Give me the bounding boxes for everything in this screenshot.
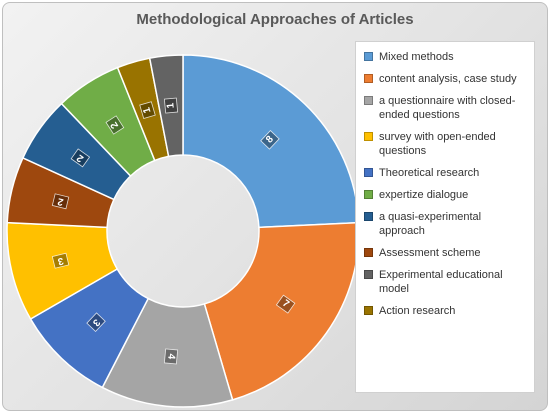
legend-label: Theoretical research bbox=[379, 167, 480, 179]
legend-label: Experimental educational model bbox=[379, 269, 503, 295]
legend-item-4: Theoretical research bbox=[364, 166, 528, 180]
data-label-1: 7 bbox=[275, 294, 296, 314]
legend-label: Action research bbox=[379, 305, 456, 317]
legend-swatch bbox=[364, 168, 373, 177]
legend-label: Assessment scheme bbox=[379, 247, 481, 259]
legend-swatch bbox=[364, 74, 373, 83]
svg-text:1: 1 bbox=[141, 105, 153, 114]
legend-label: Mixed methods bbox=[379, 51, 454, 63]
legend-label: content analysis, case study bbox=[379, 73, 517, 85]
data-label-3: 3 bbox=[86, 312, 106, 332]
legend-swatch bbox=[364, 132, 373, 141]
data-label-9: 1 bbox=[163, 97, 179, 114]
legend-swatch bbox=[364, 190, 373, 199]
legend-item-7: Assessment scheme bbox=[364, 246, 528, 260]
data-label-2: 4 bbox=[163, 348, 179, 365]
chart-title: Methodological Approaches of Articles bbox=[136, 11, 414, 28]
donut-chart: 8 7 4 3 3 2 2 2 1 1 bbox=[6, 54, 360, 408]
svg-text:1: 1 bbox=[165, 102, 177, 109]
legend-label: a quasi-experimental approach bbox=[379, 211, 482, 237]
legend-item-5: expertize dialogue bbox=[364, 188, 528, 202]
legend-item-0: Mixed methods bbox=[364, 50, 528, 64]
legend-item-9: Action research bbox=[364, 304, 528, 318]
legend-swatch bbox=[364, 248, 373, 257]
svg-text:2: 2 bbox=[75, 152, 86, 164]
legend-swatch bbox=[364, 96, 373, 105]
legend-item-8: Experimental educational model bbox=[364, 268, 528, 296]
legend-item-2: a questionnaire with closed-ended questi… bbox=[364, 94, 528, 122]
legend-item-1: content analysis, case study bbox=[364, 72, 528, 86]
svg-text:7: 7 bbox=[280, 298, 291, 310]
data-label-8: 1 bbox=[139, 101, 156, 120]
data-label-7: 2 bbox=[105, 115, 125, 135]
donut-slice-9 bbox=[148, 54, 184, 158]
donut-slice-1 bbox=[203, 221, 360, 401]
data-label-6: 2 bbox=[70, 148, 91, 168]
data-label-5: 2 bbox=[51, 193, 70, 210]
svg-text:8: 8 bbox=[264, 134, 276, 146]
data-label-4: 3 bbox=[51, 252, 70, 269]
legend-swatch bbox=[364, 306, 373, 315]
legend-swatch bbox=[364, 52, 373, 61]
legend-item-3: survey with open-ended questions bbox=[364, 130, 528, 158]
legend-label: survey with open-ended questions bbox=[379, 131, 496, 157]
chart-legend: Mixed methods content analysis, case stud… bbox=[355, 41, 535, 393]
svg-text:3: 3 bbox=[56, 255, 64, 267]
legend-swatch bbox=[364, 212, 373, 221]
legend-swatch bbox=[364, 270, 373, 279]
svg-text:2: 2 bbox=[109, 119, 121, 130]
legend-label: expertize dialogue bbox=[379, 189, 469, 201]
data-label-0: 8 bbox=[260, 130, 280, 150]
svg-text:2: 2 bbox=[56, 195, 64, 207]
legend-label: a questionnaire with closed-ended questi… bbox=[379, 95, 516, 121]
legend-item-6: a quasi-experimental approach bbox=[364, 210, 528, 238]
svg-text:4: 4 bbox=[165, 353, 177, 360]
svg-text:3: 3 bbox=[90, 316, 102, 328]
